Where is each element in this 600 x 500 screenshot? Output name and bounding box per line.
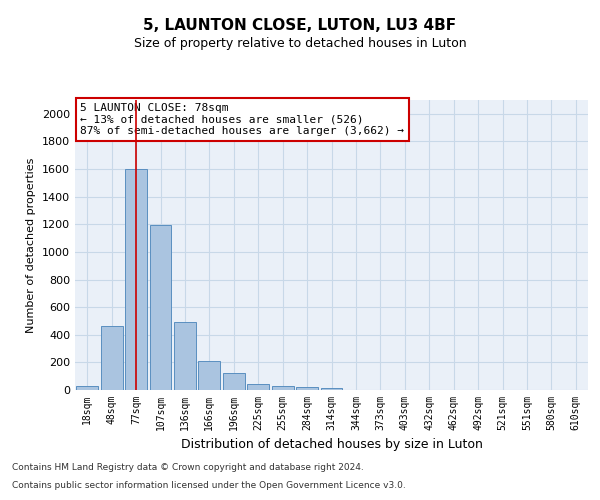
Bar	[247, 384, 269, 390]
Bar	[296, 387, 318, 390]
X-axis label: Distribution of detached houses by size in Luton: Distribution of detached houses by size …	[181, 438, 482, 452]
Text: 5, LAUNTON CLOSE, LUTON, LU3 4BF: 5, LAUNTON CLOSE, LUTON, LU3 4BF	[143, 18, 457, 32]
Bar	[101, 326, 122, 390]
Y-axis label: Number of detached properties: Number of detached properties	[26, 158, 37, 332]
Bar	[199, 361, 220, 390]
Bar	[76, 386, 98, 390]
Bar	[223, 372, 245, 390]
Text: Size of property relative to detached houses in Luton: Size of property relative to detached ho…	[134, 38, 466, 51]
Bar	[125, 169, 147, 390]
Bar	[320, 388, 343, 390]
Text: Contains public sector information licensed under the Open Government Licence v3: Contains public sector information licen…	[12, 481, 406, 490]
Text: 5 LAUNTON CLOSE: 78sqm
← 13% of detached houses are smaller (526)
87% of semi-de: 5 LAUNTON CLOSE: 78sqm ← 13% of detached…	[80, 103, 404, 136]
Bar	[174, 322, 196, 390]
Text: Contains HM Land Registry data © Crown copyright and database right 2024.: Contains HM Land Registry data © Crown c…	[12, 464, 364, 472]
Bar	[149, 225, 172, 390]
Bar	[272, 386, 293, 390]
